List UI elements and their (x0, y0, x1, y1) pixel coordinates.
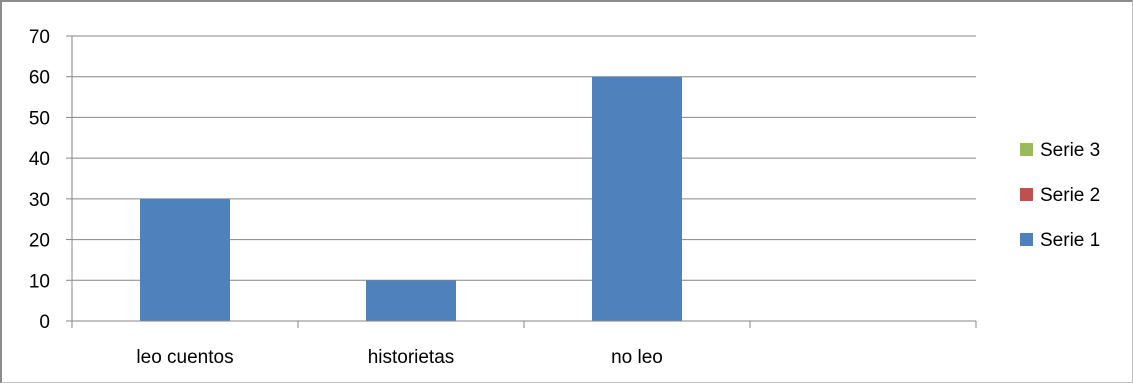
bar (592, 76, 682, 321)
y-tick-label: 60 (29, 68, 50, 89)
x-tick-label: no leo (611, 347, 663, 368)
y-tick-label: 20 (29, 231, 50, 252)
x-axis-tick-labels: leo cuentos historietas no leo (136, 347, 662, 368)
y-tick-label: 30 (29, 190, 50, 211)
legend-item: Serie 2 (1020, 185, 1100, 206)
legend-label: Serie 1 (1040, 230, 1100, 251)
y-axis-tick-labels: 0 10 20 30 40 50 60 70 (29, 27, 50, 333)
bars (140, 76, 682, 321)
legend-swatch (1020, 188, 1033, 201)
y-tick-label: 50 (29, 108, 50, 129)
legend-swatch (1020, 233, 1033, 246)
legend-label: Serie 3 (1040, 140, 1100, 161)
x-tick-label: historietas (368, 347, 455, 368)
legend-label: Serie 2 (1040, 185, 1100, 206)
bar (140, 198, 230, 321)
x-tick-label: leo cuentos (136, 347, 233, 368)
legend-item: Serie 1 (1020, 230, 1100, 251)
legend-swatch (1020, 143, 1033, 156)
bar (366, 280, 456, 321)
y-tick-label: 0 (39, 312, 50, 333)
y-tick-label: 70 (29, 27, 50, 48)
legend-item: Serie 3 (1020, 140, 1100, 161)
y-tick-label: 40 (29, 149, 50, 170)
axes (66, 35, 977, 328)
legend: Serie 3 Serie 2 Serie 1 (1020, 140, 1100, 251)
y-tick-label: 10 (29, 271, 50, 292)
